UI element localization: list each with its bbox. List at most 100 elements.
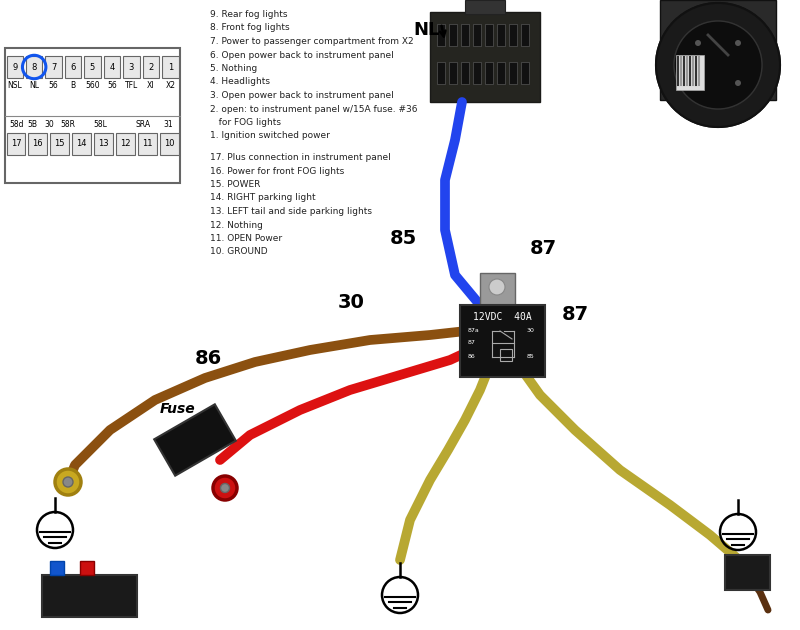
Text: NL: NL xyxy=(29,81,39,90)
Circle shape xyxy=(695,80,701,86)
Bar xyxy=(497,62,505,84)
Text: 6: 6 xyxy=(70,62,76,71)
Bar xyxy=(449,24,457,46)
Text: 87: 87 xyxy=(562,306,589,324)
Text: 13: 13 xyxy=(98,139,109,149)
Text: TFL: TFL xyxy=(125,81,138,90)
Bar xyxy=(116,133,134,155)
Text: XI: XI xyxy=(147,81,154,90)
Bar xyxy=(50,561,64,575)
Bar xyxy=(42,575,137,617)
Text: 14. RIGHT parking light: 14. RIGHT parking light xyxy=(210,193,316,202)
Text: 5: 5 xyxy=(90,62,95,71)
Circle shape xyxy=(656,3,780,127)
Text: 3. Open power back to instrument panel: 3. Open power back to instrument panel xyxy=(210,91,394,100)
Text: B: B xyxy=(70,81,76,90)
Text: 31: 31 xyxy=(163,120,173,129)
Bar xyxy=(437,62,445,84)
Circle shape xyxy=(674,21,762,109)
Bar xyxy=(485,24,493,46)
Bar xyxy=(50,133,69,155)
Text: 10: 10 xyxy=(164,139,174,149)
Text: 11: 11 xyxy=(142,139,153,149)
Text: 15: 15 xyxy=(54,139,65,149)
Text: 7: 7 xyxy=(51,62,56,71)
Text: NSL: NSL xyxy=(7,81,22,90)
Circle shape xyxy=(489,279,505,295)
Circle shape xyxy=(63,477,73,487)
Bar xyxy=(94,133,113,155)
Bar xyxy=(509,24,517,46)
Bar xyxy=(5,48,180,183)
Text: 12: 12 xyxy=(120,139,130,149)
Text: 30: 30 xyxy=(527,328,535,333)
Text: 58L: 58L xyxy=(93,120,107,129)
Bar xyxy=(449,62,457,84)
Bar xyxy=(521,62,529,84)
Circle shape xyxy=(735,80,741,86)
Text: 87: 87 xyxy=(530,239,557,258)
Bar xyxy=(162,56,178,78)
Text: 14: 14 xyxy=(76,139,87,149)
Bar xyxy=(480,273,515,307)
Text: 17: 17 xyxy=(10,139,22,149)
Text: 8. Front fog lights: 8. Front fog lights xyxy=(210,23,290,33)
Bar xyxy=(473,24,481,46)
Bar xyxy=(6,133,26,155)
Bar xyxy=(460,305,545,377)
Circle shape xyxy=(735,40,741,46)
Text: 58d: 58d xyxy=(9,120,23,129)
Text: 5B: 5B xyxy=(27,120,37,129)
Text: 1: 1 xyxy=(168,62,173,71)
Text: 16. Power for front FOG lights: 16. Power for front FOG lights xyxy=(210,166,344,176)
Text: 86: 86 xyxy=(468,355,476,360)
Text: 87a: 87a xyxy=(468,328,480,333)
Text: 58R: 58R xyxy=(60,120,75,129)
Text: 6. Open power back to instrument panel: 6. Open power back to instrument panel xyxy=(210,50,394,59)
Text: 56: 56 xyxy=(49,81,58,90)
Bar xyxy=(123,56,140,78)
Text: 4: 4 xyxy=(110,62,114,71)
Text: 15. POWER: 15. POWER xyxy=(210,180,260,189)
Bar xyxy=(676,55,704,90)
Text: 86: 86 xyxy=(195,348,222,367)
Text: 13. LEFT tail and side parking lights: 13. LEFT tail and side parking lights xyxy=(210,207,372,216)
Circle shape xyxy=(55,469,81,495)
Text: 3: 3 xyxy=(129,62,134,71)
Bar xyxy=(437,24,445,46)
Bar xyxy=(65,56,82,78)
Text: for FOG lights: for FOG lights xyxy=(210,118,281,127)
Bar xyxy=(725,555,770,590)
Text: 1. Ignition switched power: 1. Ignition switched power xyxy=(210,132,330,140)
Text: X2: X2 xyxy=(166,81,175,90)
Text: 85: 85 xyxy=(390,229,418,248)
Bar xyxy=(84,56,101,78)
Bar xyxy=(72,133,91,155)
Text: 9. Rear fog lights: 9. Rear fog lights xyxy=(210,10,287,19)
Text: 4. Headlights: 4. Headlights xyxy=(210,77,270,86)
Text: 2: 2 xyxy=(148,62,154,71)
Text: 8: 8 xyxy=(31,62,37,71)
Text: SRA: SRA xyxy=(135,120,150,129)
Bar xyxy=(521,24,529,46)
Bar xyxy=(26,56,42,78)
Text: 7. Power to passenger compartment from X2: 7. Power to passenger compartment from X… xyxy=(210,37,414,46)
Bar xyxy=(461,24,469,46)
Bar xyxy=(485,62,493,84)
Polygon shape xyxy=(154,404,236,476)
Bar xyxy=(142,56,159,78)
Text: 560: 560 xyxy=(85,81,100,90)
Circle shape xyxy=(674,21,762,109)
Text: 10. GROUND: 10. GROUND xyxy=(210,248,268,256)
Bar xyxy=(500,349,512,361)
Circle shape xyxy=(656,3,780,127)
Bar xyxy=(138,133,157,155)
Text: 30: 30 xyxy=(44,120,54,129)
Bar xyxy=(80,561,94,575)
Text: 5. Nothing: 5. Nothing xyxy=(210,64,258,73)
Text: 12VDC  40A: 12VDC 40A xyxy=(473,312,532,322)
Text: 87: 87 xyxy=(468,340,476,345)
Bar xyxy=(430,12,540,102)
Bar xyxy=(509,62,517,84)
Bar xyxy=(497,24,505,46)
